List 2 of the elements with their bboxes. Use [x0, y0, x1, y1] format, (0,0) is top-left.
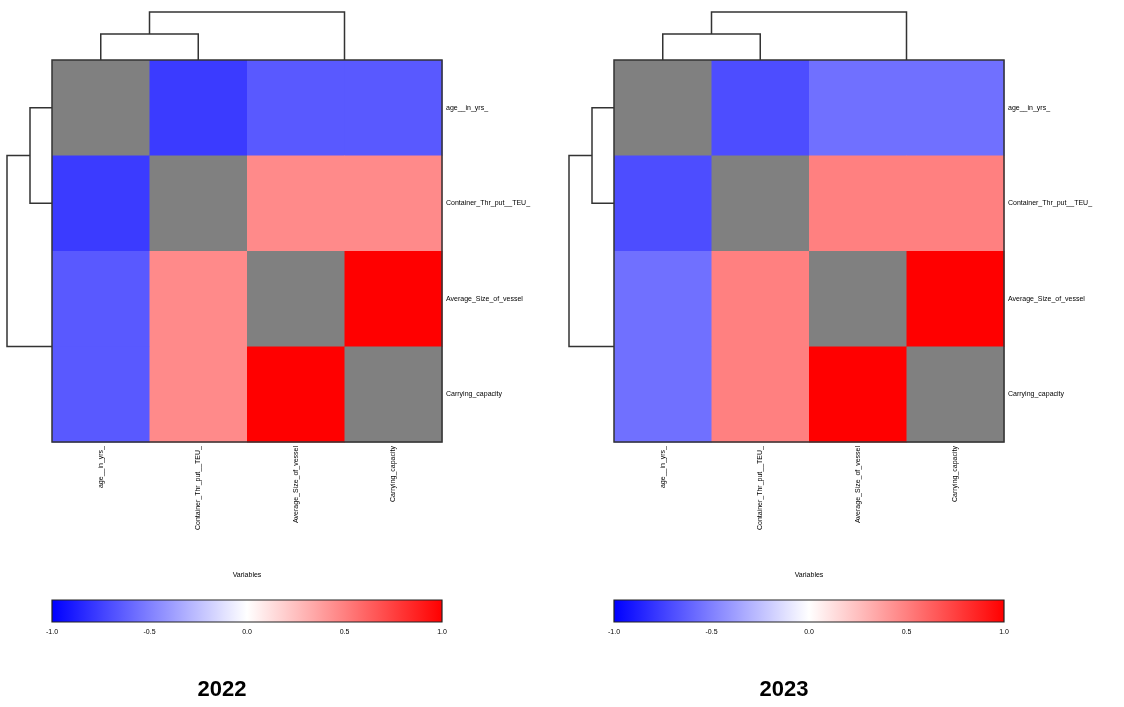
- text: 2023: [759, 676, 809, 702]
- text: 2022: [197, 676, 247, 702]
